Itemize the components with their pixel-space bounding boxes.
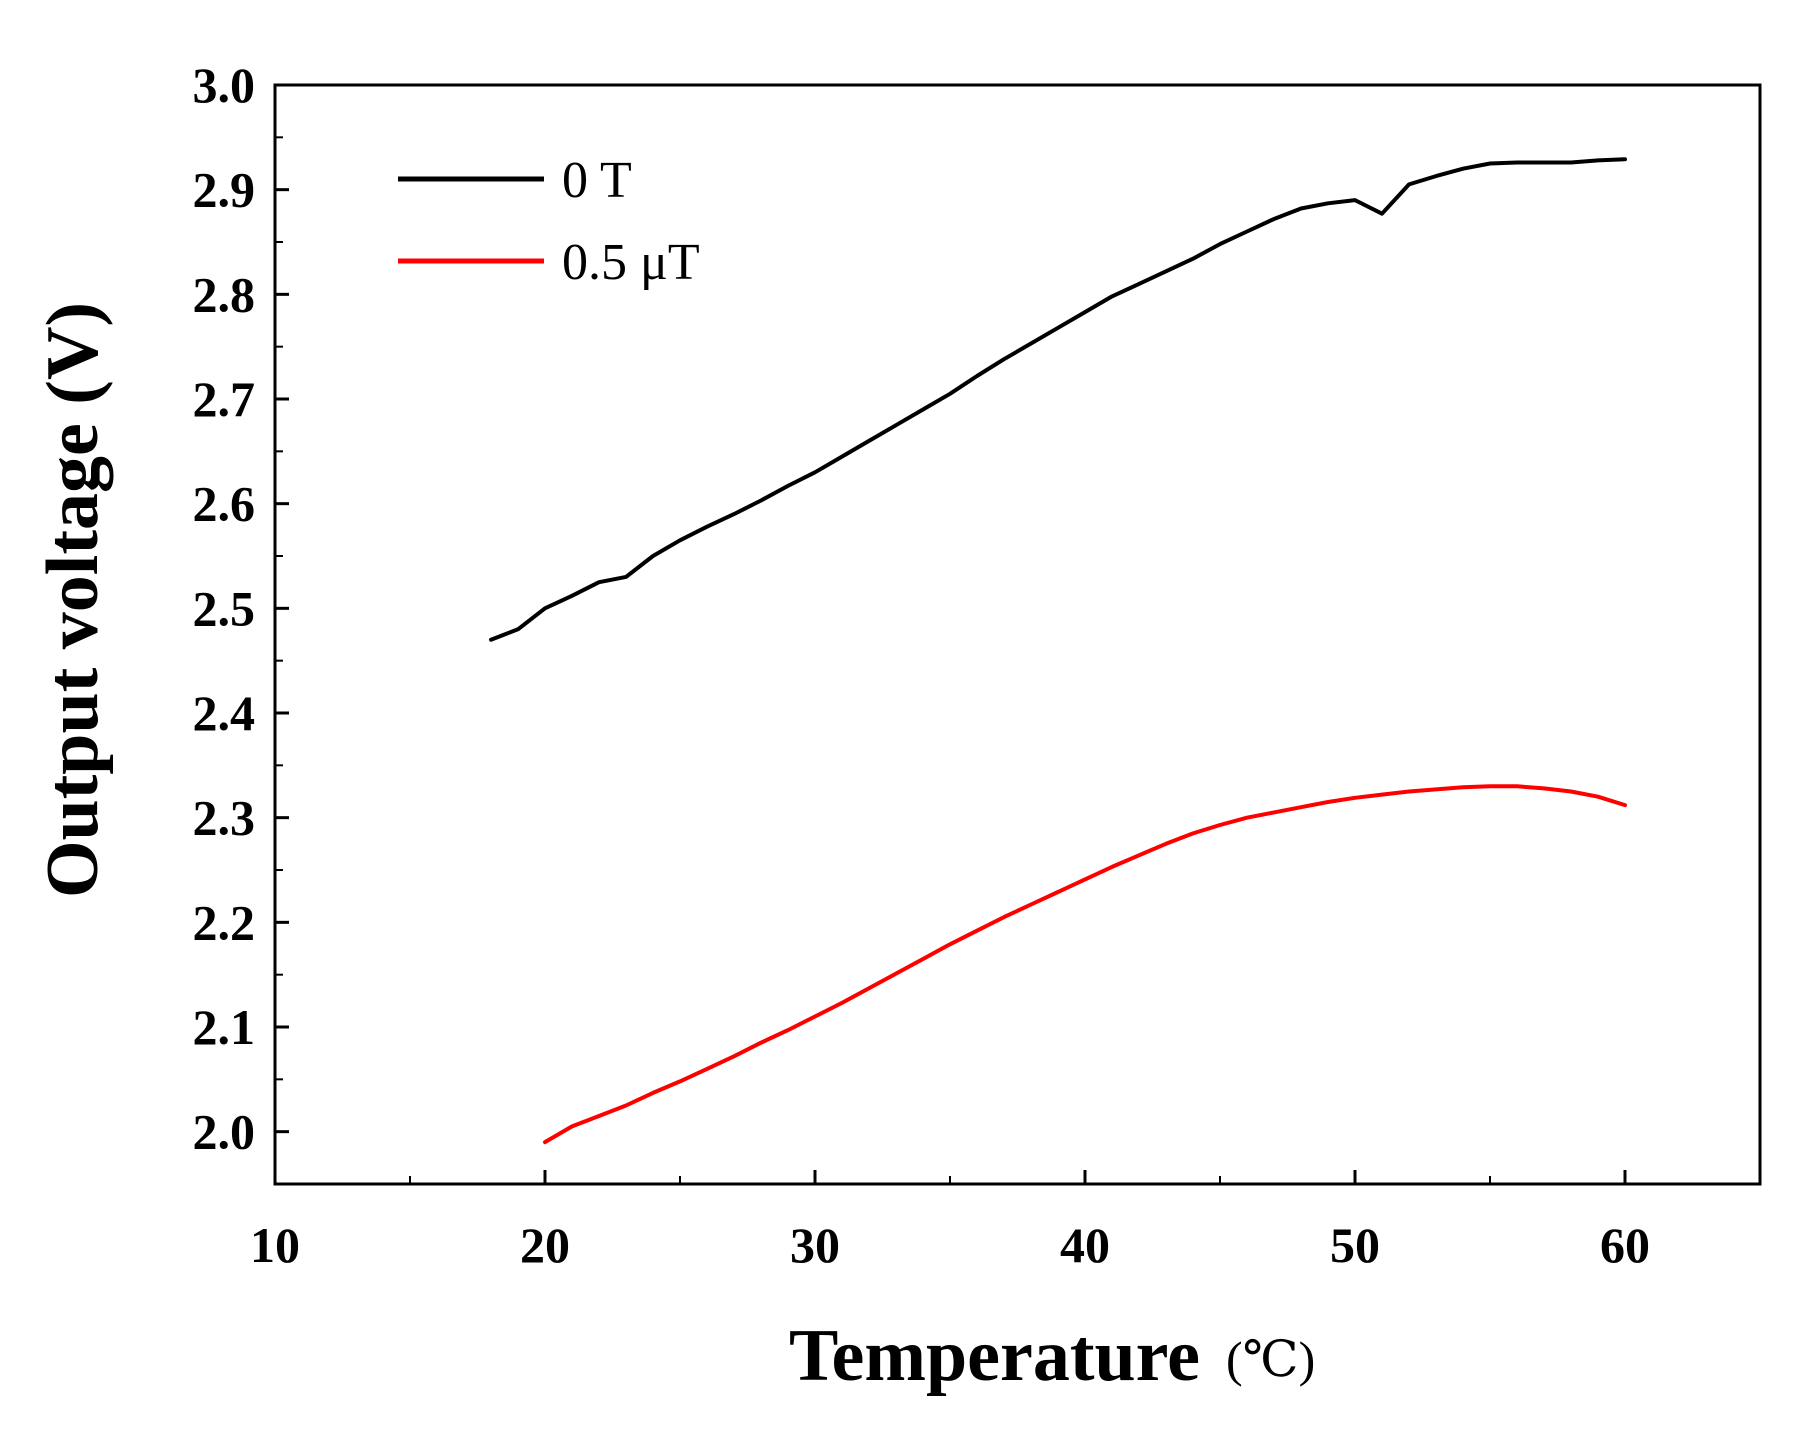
y-tick-label: 2.9 — [193, 162, 256, 218]
y-tick-label: 3.0 — [193, 57, 256, 113]
y-tick-label: 2.8 — [193, 266, 256, 322]
legend: 0 T 0.5 μT — [398, 152, 700, 291]
x-axis-title: Temperature — [789, 1315, 1200, 1397]
x-tick-label: 20 — [520, 1217, 570, 1273]
y-axis: 2.0 2.1 2.2 2.3 2.4 2.5 2.6 2.7 2.8 2.9 3.0 — [193, 57, 289, 1160]
y-tick-label: 2.5 — [193, 580, 256, 636]
plot-frame — [273, 83, 1762, 1186]
x-axis: 10 20 30 40 50 60 — [250, 1170, 1650, 1273]
legend-label-05ut: 0.5 μT — [562, 234, 700, 291]
series-layer — [489, 157, 1627, 1145]
y-tick-label: 2.2 — [193, 894, 256, 950]
x-tick-label: 60 — [1600, 1217, 1650, 1273]
y-tick-label: 2.4 — [193, 685, 256, 741]
legend-label-0t: 0 T — [562, 152, 632, 209]
x-tick-label: 50 — [1330, 1217, 1380, 1273]
y-tick-label: 2.6 — [193, 476, 256, 532]
y-tick-label: 2.7 — [193, 371, 256, 427]
y-tick-label: 2.0 — [193, 1104, 256, 1160]
y-tick-label: 2.3 — [193, 790, 256, 846]
x-tick-label: 30 — [790, 1217, 840, 1273]
series-line-0 — [489, 157, 1627, 642]
y-tick-label: 2.1 — [193, 999, 256, 1055]
y-axis-title: Output voltage (V) — [32, 302, 114, 898]
x-tick-label: 40 — [1060, 1217, 1110, 1273]
x-tick-label: 10 — [250, 1217, 300, 1273]
series-line-1 — [543, 784, 1627, 1145]
x-axis-unit: (℃) — [1226, 1331, 1315, 1387]
